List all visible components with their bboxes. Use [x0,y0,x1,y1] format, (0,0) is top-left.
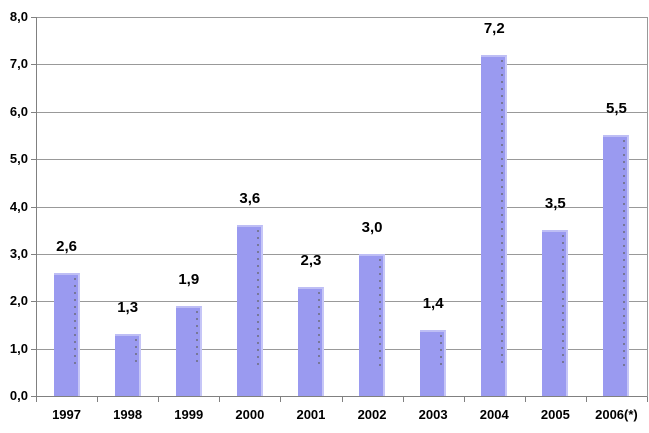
bar-value-label: 1,3 [117,299,139,317]
gridline [36,64,647,66]
bar-value-label: 5,5 [606,100,627,118]
x-axis-tick [463,397,465,402]
bar [359,253,386,396]
y-axis-tick-label: 8,0 [9,9,28,24]
x-axis-tick [402,397,404,402]
y-axis-tick [31,159,36,161]
bar-dot-texture [623,140,626,367]
gridline [36,206,647,208]
bar-dot-texture [501,59,504,367]
bar-dot-texture [195,310,198,367]
x-axis-tick [36,397,37,402]
bar-value-label: 3,5 [544,195,566,213]
bar-value-label: 3,0 [361,218,383,236]
x-axis-tick [158,397,160,402]
bar [175,305,202,396]
x-axis-category-label: 2006(*) [595,407,638,422]
x-axis-category-label: 2004 [479,407,509,422]
bar-dot-texture [562,235,565,367]
x-axis-tick [97,397,99,402]
y-axis-tick-label: 5,0 [9,151,28,167]
bar-value-label: 2,3 [300,252,322,270]
x-axis-line [36,396,648,397]
x-axis-tick [647,397,648,402]
x-axis-category-label: 1997 [52,407,81,422]
bar-value-label: 3,6 [239,190,261,208]
x-axis-tick [280,397,282,402]
bar-dot-texture [317,292,320,367]
bar [420,329,447,396]
bar [236,225,263,396]
y-axis-tick-label: 0,0 [9,388,28,403]
y-axis-line [36,17,37,396]
bar [114,334,141,396]
bar-dot-texture [73,277,76,367]
y-axis-tick [31,17,36,18]
y-axis-tick-label: 6,0 [9,103,28,119]
bar [53,272,80,396]
y-axis-tick [31,206,36,208]
x-axis-category-label: 2000 [235,407,265,422]
x-axis-tick [524,397,526,402]
bar-value-label: 2,6 [56,237,77,255]
y-axis-tick [31,253,36,255]
gridline [36,159,647,161]
plot-right-border [647,17,648,397]
gridline [36,17,647,18]
bar-value-label: 7,2 [483,19,505,37]
y-axis-tick [31,396,36,397]
y-axis-tick [31,348,36,350]
y-axis-tick [31,64,36,66]
x-axis-category-label: 2002 [357,407,387,422]
y-axis-tick [31,111,36,113]
x-axis-category-label: 2001 [296,407,326,422]
y-axis-tick-label: 3,0 [9,245,28,261]
bar [297,287,324,396]
bar [481,54,508,396]
x-axis-tick [219,397,221,402]
x-axis-tick [585,397,587,402]
x-axis-category-label: 2003 [418,407,448,422]
gridline [36,253,647,255]
bar-dot-texture [379,258,382,367]
x-axis-tick [341,397,343,402]
bar-dot-texture [440,334,443,367]
y-axis-tick-label: 7,0 [9,56,28,72]
x-axis-category-label: 2005 [540,407,570,422]
bar [542,230,569,396]
bar-dot-texture [256,230,259,367]
x-axis-category-label: 1998 [113,407,143,422]
y-axis-tick-label: 1,0 [9,340,28,356]
gridline [36,301,647,303]
gridline [36,111,647,113]
y-axis-tick [31,301,36,303]
y-axis-tick-label: 2,0 [9,293,28,309]
y-axis-tick-label: 4,0 [9,198,28,214]
bar-value-label: 1,4 [422,294,444,312]
gridline [36,348,647,350]
bar-value-label: 1,9 [178,270,200,288]
bar [603,135,630,396]
bar-dot-texture [134,339,137,367]
x-axis-category-label: 1999 [174,407,204,422]
